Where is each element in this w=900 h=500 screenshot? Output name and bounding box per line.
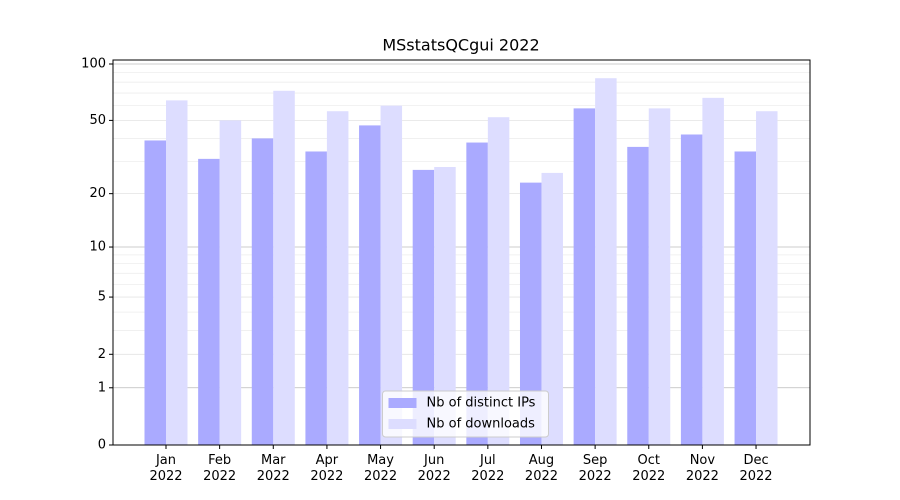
x-tick-label: Mar 2022 xyxy=(256,453,290,484)
bar xyxy=(359,125,381,445)
bar xyxy=(734,151,757,445)
bar xyxy=(680,134,703,445)
y-tick-label: 1 xyxy=(98,380,106,395)
x-tick-label: May 2022 xyxy=(364,453,398,484)
bar xyxy=(702,97,724,446)
bar xyxy=(273,90,295,445)
bar xyxy=(573,108,596,446)
bar xyxy=(487,117,510,446)
bar xyxy=(219,120,242,445)
bar xyxy=(380,105,403,446)
y-tick-label: 10 xyxy=(89,240,106,255)
legend-box xyxy=(382,390,549,438)
x-tick-label: Apr 2022 xyxy=(310,453,344,484)
legend: Nb of distinct IPs Nb of downloads xyxy=(382,390,549,438)
x-tick-label: Nov 2022 xyxy=(685,453,719,484)
bar xyxy=(166,100,188,446)
bar xyxy=(434,167,456,445)
bar xyxy=(198,158,220,445)
x-tick-label: Sep 2022 xyxy=(578,453,612,484)
x-tick-label: Feb 2022 xyxy=(203,453,237,484)
y-tick-label: 50 xyxy=(89,113,106,128)
bar xyxy=(519,182,542,446)
bar xyxy=(541,172,563,445)
bar xyxy=(412,169,435,445)
y-tick-label: 20 xyxy=(89,186,106,201)
y-tick-label: 2 xyxy=(98,347,106,362)
y-tick-label: 5 xyxy=(98,290,106,305)
x-tick-label: Aug 2022 xyxy=(524,453,559,484)
bar xyxy=(627,146,649,445)
legend-label: Nb of downloads xyxy=(427,417,536,432)
legend-swatch xyxy=(388,398,417,408)
axes-frame xyxy=(112,59,811,446)
bar xyxy=(595,78,617,445)
bar xyxy=(466,142,488,445)
bar xyxy=(251,138,274,445)
x-tick-label: Oct 2022 xyxy=(632,453,666,484)
x-tick-label: Jul 2022 xyxy=(471,453,505,484)
x-tick-label: Dec 2022 xyxy=(739,453,773,484)
bar xyxy=(305,151,327,445)
y-tick-label: 100 xyxy=(81,56,106,71)
legend-label: Nb of distinct IPs xyxy=(427,396,536,411)
x-tick-label: Jan 2022 xyxy=(149,453,183,484)
legend-swatch xyxy=(388,419,417,429)
bar xyxy=(144,140,166,445)
bar xyxy=(648,108,671,446)
y-tick-label: 0 xyxy=(98,438,106,453)
chart-title: MSstatsQCgui 2022 xyxy=(382,36,539,55)
bar xyxy=(756,111,778,446)
x-tick-label: Jun 2022 xyxy=(417,453,451,484)
bar xyxy=(326,111,349,446)
